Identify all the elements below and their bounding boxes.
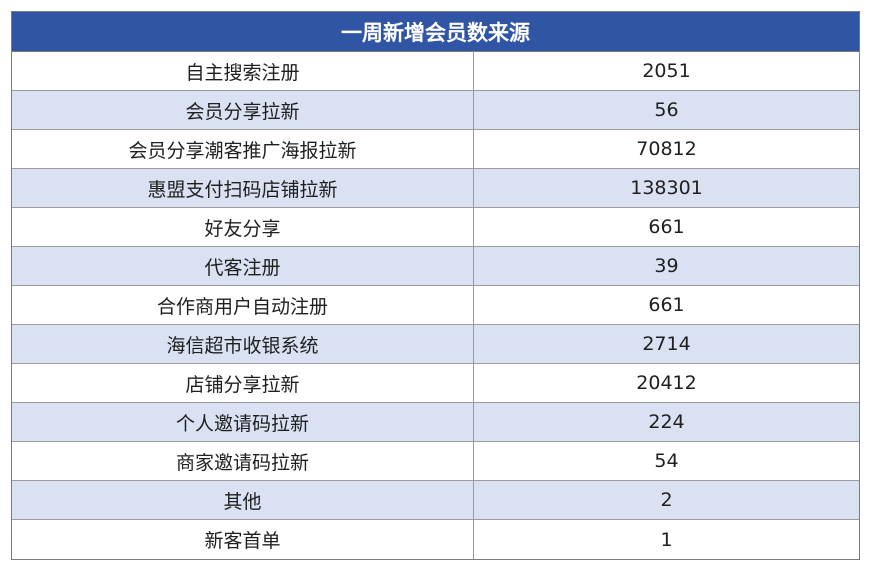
source-name-cell: 惠盟支付扫码店铺拉新 — [12, 169, 474, 207]
table-row: 新客首单 1 — [12, 520, 859, 559]
source-name-cell: 商家邀请码拉新 — [12, 442, 474, 480]
table-row: 会员分享潮客推广海报拉新 70812 — [12, 130, 859, 169]
member-count-cell: 138301 — [630, 177, 703, 199]
member-count-cell: 2714 — [642, 333, 691, 355]
source-name-cell: 其他 — [12, 481, 474, 519]
source-name-cell: 个人邀请码拉新 — [12, 403, 474, 441]
member-count-cell: 2 — [660, 489, 673, 511]
table-row: 店铺分享拉新 20412 — [12, 364, 859, 403]
member-count-cell: 224 — [648, 411, 685, 433]
table-row: 惠盟支付扫码店铺拉新 138301 — [12, 169, 859, 208]
source-name-cell: 合作商用户自动注册 — [12, 286, 474, 324]
member-count-cell: 20412 — [636, 372, 697, 394]
member-count-cell: 54 — [654, 450, 679, 472]
member-count-cell: 39 — [654, 255, 679, 277]
source-name-cell: 新客首单 — [12, 520, 474, 559]
source-name-cell: 会员分享拉新 — [12, 91, 474, 129]
table-row: 个人邀请码拉新 224 — [12, 403, 859, 442]
source-name-cell: 店铺分享拉新 — [12, 364, 474, 402]
table-body: 自主搜索注册 2051 会员分享拉新 56 会员分享潮客推广海报拉新 70812… — [12, 52, 859, 559]
table-row: 其他 2 — [12, 481, 859, 520]
table-row: 会员分享拉新 56 — [12, 91, 859, 130]
member-count-cell: 661 — [648, 216, 685, 238]
table-row: 好友分享 661 — [12, 208, 859, 247]
table-row: 自主搜索注册 2051 — [12, 52, 859, 91]
member-count-cell: 661 — [648, 294, 685, 316]
source-name-cell: 会员分享潮客推广海报拉新 — [12, 130, 474, 168]
source-name-cell: 好友分享 — [12, 208, 474, 246]
table-row: 代客注册 39 — [12, 247, 859, 286]
member-source-table: 一周新增会员数来源 自主搜索注册 2051 会员分享拉新 56 会员分享潮客推广… — [11, 11, 860, 560]
table-row: 海信超市收银系统 2714 — [12, 325, 859, 364]
member-count-cell: 56 — [654, 99, 679, 121]
table-row: 商家邀请码拉新 54 — [12, 442, 859, 481]
member-count-cell: 2051 — [642, 60, 691, 82]
source-name-cell: 代客注册 — [12, 247, 474, 285]
member-count-cell: 1 — [660, 528, 673, 551]
table-row: 合作商用户自动注册 661 — [12, 286, 859, 325]
source-name-cell: 海信超市收银系统 — [12, 325, 474, 363]
member-count-cell: 70812 — [636, 138, 697, 160]
table-title: 一周新增会员数来源 — [12, 12, 859, 52]
source-name-cell: 自主搜索注册 — [12, 52, 474, 90]
